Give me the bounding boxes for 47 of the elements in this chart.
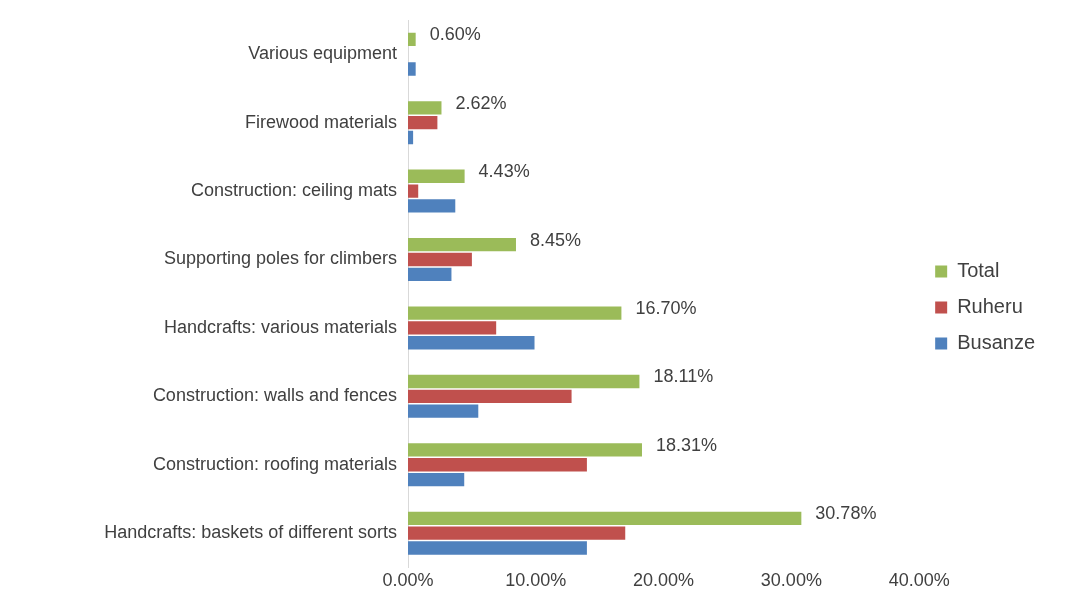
legend-label: Ruheru bbox=[957, 295, 1023, 318]
data-label: 30.78% bbox=[815, 503, 877, 524]
x-tick-label: 10.00% bbox=[505, 570, 567, 591]
data-label: 8.45% bbox=[529, 229, 582, 250]
bar bbox=[408, 389, 572, 404]
bar bbox=[408, 472, 465, 487]
x-tick-label: 0.00% bbox=[382, 570, 434, 591]
bar bbox=[408, 169, 465, 183]
y-tick-label: Firewood materials bbox=[244, 111, 397, 132]
y-tick-label: Handcrafts: various materials bbox=[163, 316, 397, 337]
bar bbox=[408, 404, 479, 418]
x-tick-label: 30.00% bbox=[760, 570, 822, 591]
legend-label: Total bbox=[957, 259, 1000, 282]
bar bbox=[408, 526, 626, 540]
y-tick-label: Construction: walls and fences bbox=[152, 385, 397, 406]
legend-label: Busanze bbox=[957, 331, 1036, 354]
data-label: 2.62% bbox=[455, 92, 507, 113]
bar bbox=[408, 62, 416, 76]
data-label: 0.60% bbox=[429, 24, 481, 45]
x-tick-label: 40.00% bbox=[888, 570, 950, 591]
y-tick-label: Construction: roofing materials bbox=[152, 453, 397, 474]
bar bbox=[408, 541, 587, 555]
data-label: 4.43% bbox=[478, 161, 530, 182]
bar bbox=[408, 115, 438, 130]
bar bbox=[408, 267, 452, 281]
y-tick-label: Supporting poles for climbers bbox=[163, 248, 397, 269]
y-tick-label: Construction: ceiling mats bbox=[190, 180, 397, 201]
bar bbox=[408, 306, 622, 320]
y-tick-label: Various equipment bbox=[248, 43, 397, 64]
bar bbox=[408, 199, 456, 213]
bar bbox=[408, 237, 516, 252]
bar bbox=[408, 458, 587, 472]
bar bbox=[408, 252, 472, 267]
bar bbox=[408, 184, 419, 198]
bar bbox=[408, 336, 535, 350]
y-tick-label: Handcrafts: baskets of different sorts bbox=[104, 522, 397, 543]
bar bbox=[408, 374, 640, 389]
bar bbox=[408, 32, 416, 47]
bar bbox=[408, 101, 442, 115]
data-label: 18.31% bbox=[655, 434, 718, 455]
bar bbox=[408, 443, 642, 457]
bar bbox=[408, 130, 414, 145]
bar bbox=[408, 511, 802, 526]
bar bbox=[408, 321, 497, 335]
x-tick-label: 20.00% bbox=[633, 570, 695, 591]
data-label: 18.11% bbox=[653, 366, 714, 387]
data-label: 16.70% bbox=[635, 298, 697, 319]
